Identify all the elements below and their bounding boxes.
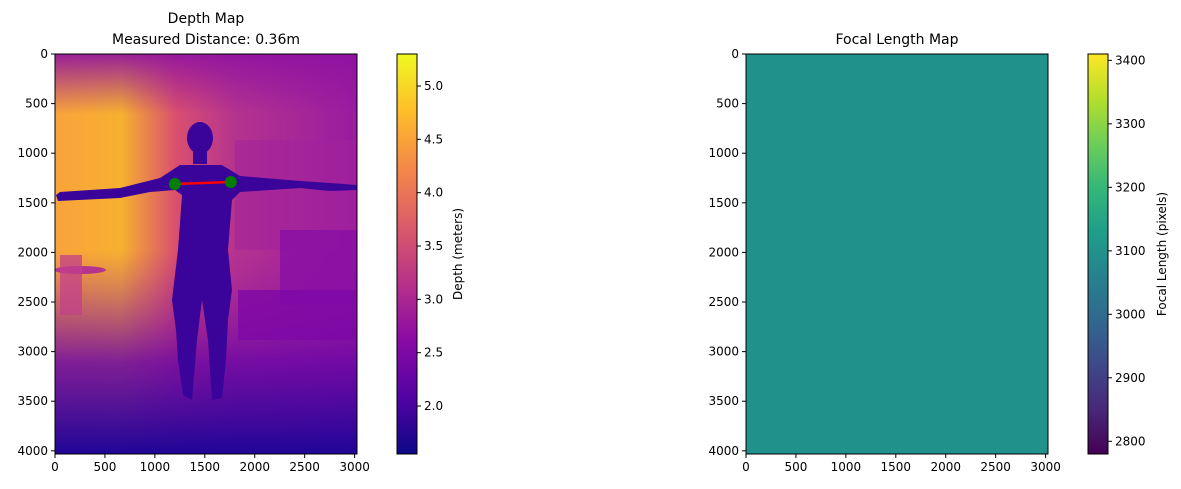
depth-map-axes: 0 500 1000 1500 2000 2500 3000 0 500 1000 1500 2000…: [17, 47, 369, 474]
depth-map-y-tick-label: 2000: [17, 245, 48, 259]
focal-length-y-tick-label: 2000: [708, 245, 739, 259]
focal-colorbar-ticks: 2800 2900 3000 3100 3200 3300 3400: [1108, 53, 1146, 448]
depth-map-x-tick-label: 500: [93, 460, 116, 474]
depth-map-y-tick-label: 1000: [17, 146, 48, 160]
depth-map-y-tick-label: 3000: [17, 345, 48, 359]
depth-map-y-tick-label: 500: [25, 97, 48, 111]
focal-length-x-tick-label: 500: [784, 460, 807, 474]
depth-map-title: Depth Map: [168, 11, 245, 27]
depth-map-x-tick-label: 1500: [190, 460, 221, 474]
depth-colorbar-ticks: 2.0 2.5 3.0 3.5 4.0 4.5 5.0: [417, 79, 443, 413]
depth-colorbar-tick-label: 4.0: [424, 186, 443, 200]
focal-length-y-tick-label: 4000: [708, 444, 739, 458]
depth-colorbar-tick-label: 4.5: [424, 132, 443, 146]
focal-colorbar-tick-label: 2900: [1115, 371, 1146, 385]
focal-length-y-tick-label: 1500: [708, 196, 739, 210]
focal-length-y-tick-label: 500: [716, 97, 739, 111]
focal-colorbar-gradient: [1087, 53, 1109, 455]
focal-length-image: [745, 53, 1049, 455]
depth-map-y-tick-label: 0: [40, 47, 48, 61]
depth-map-y-tick-label: 3500: [17, 394, 48, 408]
focal-length-y-tick-label: 3500: [708, 394, 739, 408]
focal-colorbar-tick-label: 3000: [1115, 307, 1146, 321]
focal-colorbar-tick-label: 2800: [1115, 434, 1146, 448]
depth-map-chair: [60, 255, 82, 315]
focal-length-x-tick-label: 2000: [930, 460, 961, 474]
focal-length-x-tick-label: 1000: [831, 460, 862, 474]
focal-length-y-tick-label: 0: [731, 47, 739, 61]
focal-length-x-tick-label: 3000: [1030, 460, 1061, 474]
measurement-point-end: [224, 175, 237, 188]
depth-colorbar-gradient: [396, 53, 418, 455]
focal-length-y-tick-label: 1000: [708, 146, 739, 160]
depth-colorbar-tick-label: 5.0: [424, 79, 443, 93]
depth-map-frame: [54, 53, 358, 455]
depth-map-y-tick-label: 4000: [17, 444, 48, 458]
focal-colorbar-tick-label: 3400: [1115, 53, 1146, 67]
focal-length-y-tick-label: 3000: [708, 345, 739, 359]
depth-map-y-tick-label: 2500: [17, 295, 48, 309]
focal-colorbar-tick-label: 3100: [1115, 244, 1146, 258]
measurement-line: [174, 180, 231, 186]
depth-colorbar: 2.0 2.5 3.0 3.5 4.0 4.5 5.0 Depth (meters): [396, 53, 465, 455]
depth-colorbar-label: Depth (meters): [451, 208, 465, 300]
depth-map-panel: Depth Map Measured Distance: 0.36m 0 500 1…: [17, 11, 465, 474]
focal-colorbar-label: Focal Length (pixels): [1155, 192, 1169, 316]
focal-colorbar-tick-label: 3300: [1115, 117, 1146, 131]
depth-map-y-tick-label: 1500: [17, 196, 48, 210]
focal-length-y-tick-label: 2500: [708, 295, 739, 309]
depth-map-x-tick-label: 3000: [339, 460, 370, 474]
depth-map-person-silhouette: [56, 122, 357, 400]
depth-map-image: [55, 54, 357, 454]
depth-map-subtitle: Measured Distance: 0.36m: [112, 32, 300, 48]
depth-map-sofa: [238, 290, 356, 340]
depth-map-x-tick-label: 1000: [140, 460, 171, 474]
focal-length-x-tick-label: 0: [742, 460, 750, 474]
depth-map-x-tick-label: 2500: [289, 460, 320, 474]
depth-colorbar-tick-label: 2.0: [424, 399, 443, 413]
focal-colorbar: 2800 2900 3000 3100 3200 3300 3400 Focal Lengt…: [1087, 53, 1169, 455]
depth-map-ceiling: [55, 54, 357, 114]
focal-length-x-tick-label: 1500: [881, 460, 912, 474]
depth-colorbar-tick-label: 2.5: [424, 346, 443, 360]
measurement-point-start: [168, 177, 181, 190]
depth-map-x-tick-label: 2000: [239, 460, 270, 474]
depth-colorbar-tick-label: 3.5: [424, 239, 443, 253]
focal-length-title: Focal Length Map: [835, 32, 958, 48]
focal-length-x-tick-label: 2500: [980, 460, 1011, 474]
depth-map-x-tick-label: 0: [51, 460, 59, 474]
focal-length-panel: Focal Length Map 0 500 1000 1500 2000 2500 300…: [708, 32, 1169, 474]
focal-colorbar-tick-label: 3200: [1115, 180, 1146, 194]
focal-length-axes: 0 500 1000 1500 2000 2500 3000 0 500 1000 1500 2000…: [708, 47, 1060, 474]
depth-colorbar-tick-label: 3.0: [424, 292, 443, 306]
